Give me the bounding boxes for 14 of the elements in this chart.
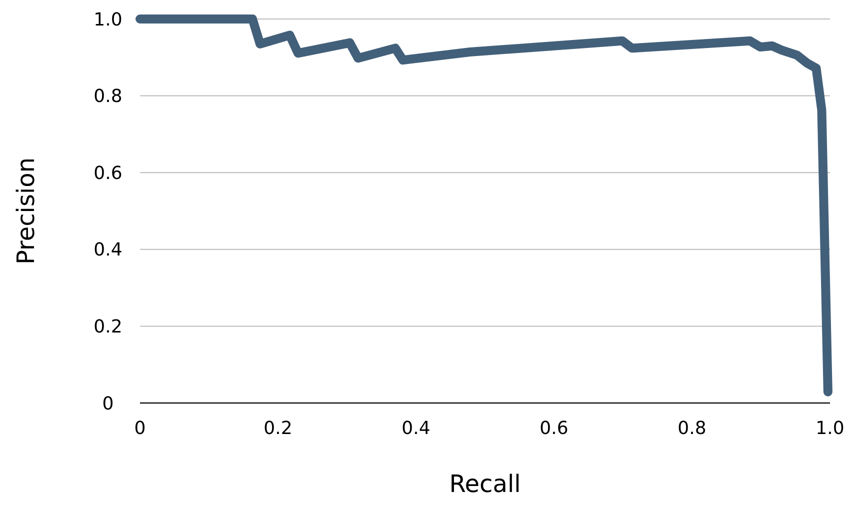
y-tick-label: 0.8 [94, 86, 122, 108]
y-axis-title: Precision [12, 157, 40, 265]
y-tick-label: 0.4 [94, 240, 122, 261]
x-axis-title: Recall [449, 470, 521, 498]
y-tick-label: 0 [102, 393, 114, 414]
x-tick-label: 0.2 [264, 418, 292, 439]
x-tick-label: 0.4 [402, 418, 430, 439]
x-tick-label: 0.6 [540, 418, 568, 439]
y-tick-label: 0.6 [94, 162, 122, 184]
x-tick-label: 0.8 [678, 418, 706, 439]
x-tick-label: 1.0 [816, 418, 844, 439]
y-tick-label: 0.2 [94, 316, 122, 338]
x-tick-label: 0 [134, 418, 146, 439]
y-tick-label: 1.0 [94, 9, 122, 30]
